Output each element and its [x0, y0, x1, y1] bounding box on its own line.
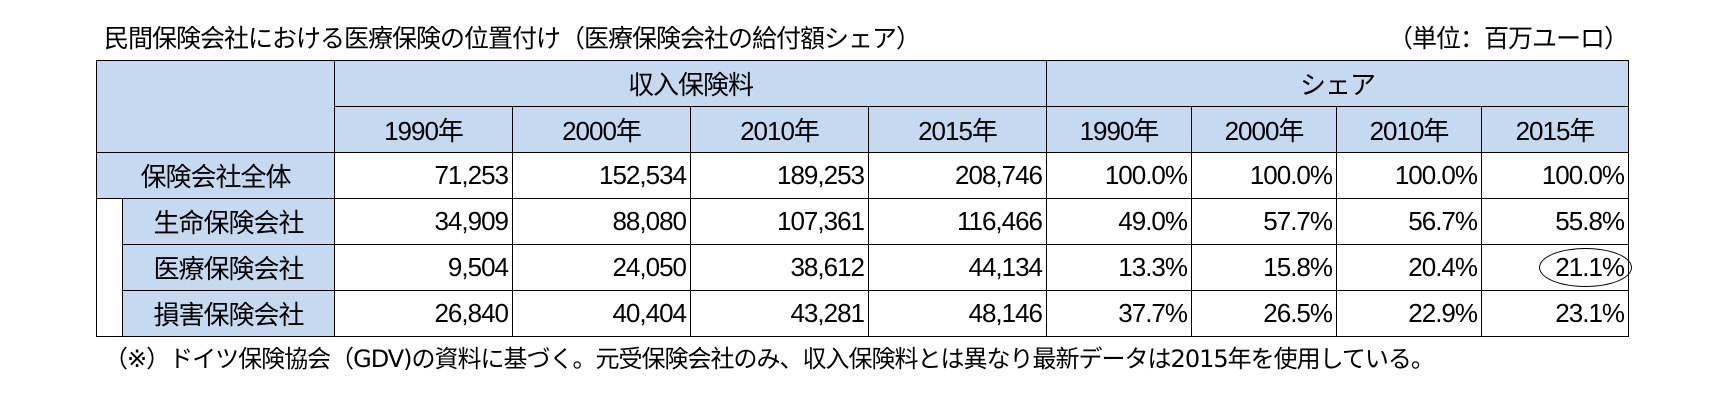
table-cell: 189,253 — [690, 152, 869, 199]
year-header: 2000年 — [512, 106, 691, 153]
year-header: 1990年 — [1046, 106, 1193, 153]
table-row: 保険会社全体 71,253 152,534 189,253 208,746 10… — [96, 152, 1630, 199]
table-cell: 88,080 — [512, 198, 691, 245]
year-header-row: 1990年 2000年 2010年 2015年 1990年 2000年 2010… — [97, 106, 1630, 153]
table-cell: 57.7% — [1191, 198, 1338, 245]
corner-cell — [96, 60, 335, 153]
row-label: 医療保険会社 — [122, 244, 335, 291]
table-cell: 13.3% — [1046, 244, 1193, 291]
table-cell: 107,361 — [690, 198, 869, 245]
row-label: 損害保険会社 — [122, 290, 335, 337]
table-cell: 34,909 — [334, 198, 513, 245]
group-header-premiums: 収入保険料 — [333, 60, 1048, 107]
table-cell: 23.1% — [1481, 290, 1630, 337]
year-header: 2015年 — [867, 106, 1048, 153]
table-cell: 43,281 — [690, 290, 869, 337]
table-cell: 49.0% — [1046, 198, 1193, 245]
table-cell: 15.8% — [1191, 244, 1338, 291]
table-cell: 71,253 — [334, 152, 513, 199]
table-cell: 20.4% — [1336, 244, 1483, 291]
table-cell: 9,504 — [334, 244, 513, 291]
year-header: 2010年 — [690, 106, 869, 153]
year-header: 2015年 — [1481, 106, 1630, 153]
year-header: 1990年 — [334, 106, 513, 153]
table-cell: 116,466 — [867, 198, 1048, 245]
table-cell: 37.7% — [1046, 290, 1193, 337]
year-header: 2010年 — [1336, 106, 1483, 153]
unit-label: （単位：百万ユーロ） — [1387, 24, 1629, 53]
row-label: 保険会社全体 — [96, 152, 335, 199]
table-cell: 26.5% — [1191, 290, 1338, 337]
table-cell: 100.0% — [1191, 152, 1338, 199]
table-cell: 24,050 — [512, 244, 691, 291]
circled-value: 21.1% — [1539, 248, 1632, 287]
table-row: 医療保険会社 9,504 24,050 38,612 44,134 13.3% … — [97, 244, 1632, 291]
table-cell: 44,134 — [867, 244, 1048, 291]
table-cell: 56.7% — [1336, 198, 1483, 245]
table-cell-circled: 21.1% — [1481, 244, 1632, 291]
footnote: （※）ドイツ保険協会（GDV)の資料に基づく。元受保険会社のみ、収入保険料とは異… — [104, 345, 1435, 373]
table-title: 民間保険会社における医療保険の位置付け（医療保険会社の給付額シェア） — [104, 24, 921, 53]
table-row: 損害保険会社 26,840 40,404 43,281 48,146 37.7%… — [97, 290, 1630, 337]
table-cell: 152,534 — [512, 152, 691, 199]
table-cell: 55.8% — [1481, 198, 1630, 245]
insurance-table: 収入保険料 シェア 1990年 2000年 2010年 2015年 1990年 … — [96, 60, 1632, 337]
row-label: 生命保険会社 — [122, 198, 335, 245]
group-header-share: シェア — [1046, 60, 1630, 107]
year-header: 2000年 — [1191, 106, 1338, 153]
table-row: 生命保険会社 34,909 88,080 107,361 116,466 49.… — [96, 198, 1630, 337]
indent-spacer — [96, 198, 123, 337]
group-header-row: 収入保険料 シェア — [96, 60, 1630, 153]
table-cell: 38,612 — [690, 244, 869, 291]
table-cell: 100.0% — [1046, 152, 1193, 199]
table-cell: 26,840 — [334, 290, 513, 337]
table-cell: 40,404 — [512, 290, 691, 337]
table-cell: 22.9% — [1336, 290, 1483, 337]
table-cell: 100.0% — [1481, 152, 1630, 199]
table-cell: 100.0% — [1336, 152, 1483, 199]
table-cell: 208,746 — [867, 152, 1048, 199]
table-cell: 48,146 — [867, 290, 1048, 337]
